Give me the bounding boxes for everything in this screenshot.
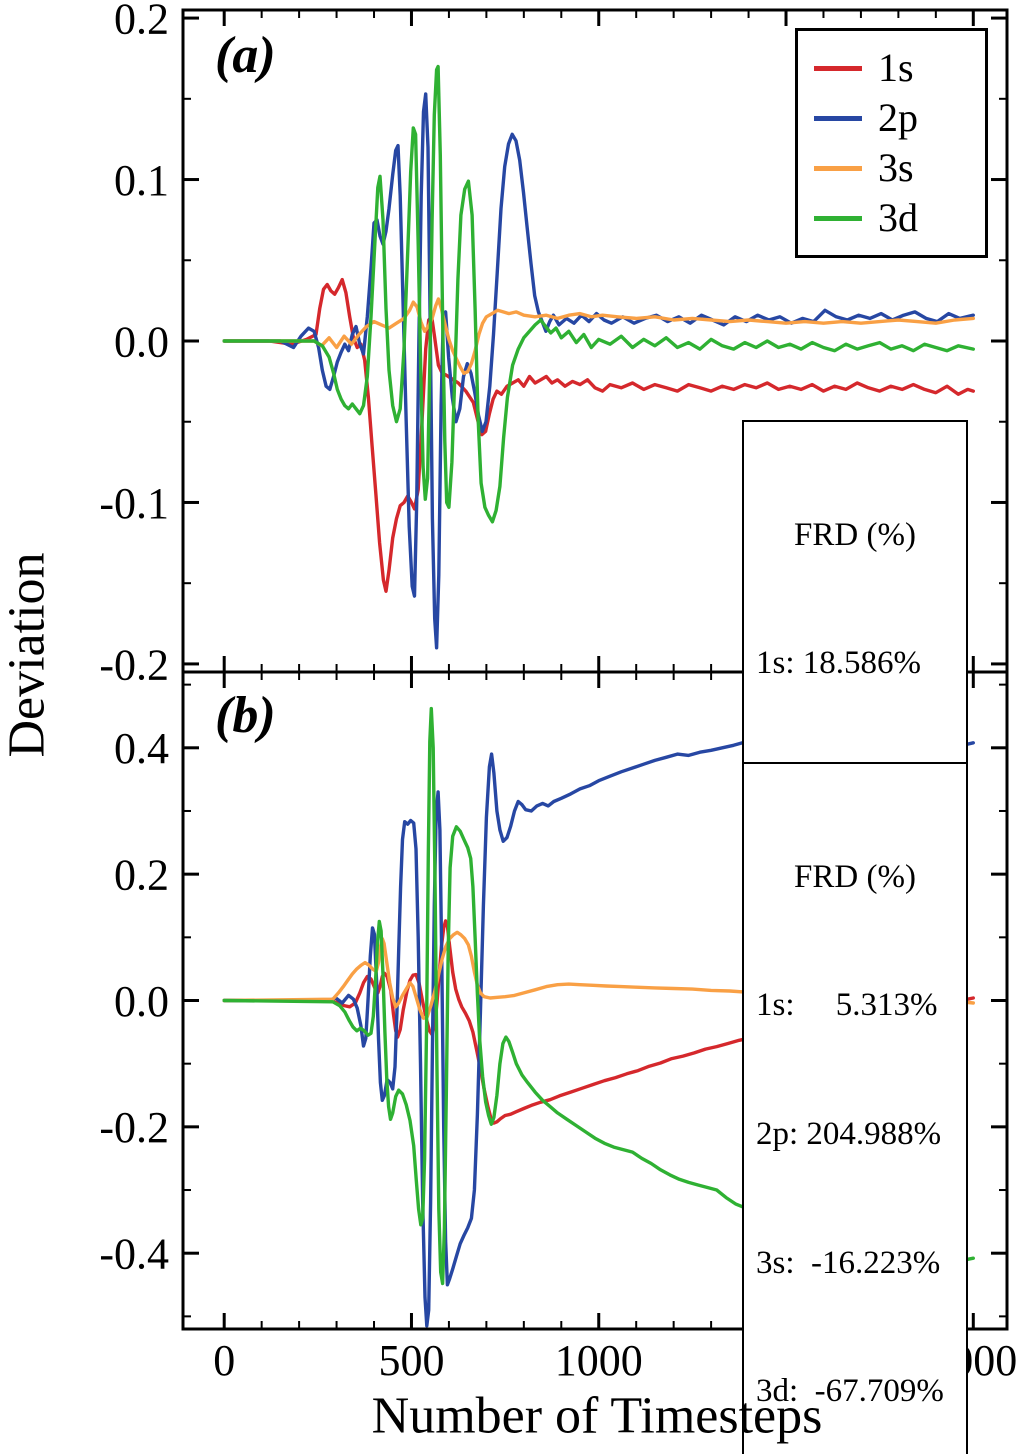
frd-title: FRD (%) (794, 516, 916, 553)
series-3s-panel-b (222, 930, 975, 1020)
legend-item: 1s (814, 43, 985, 93)
legend-line-swatch-1s (814, 65, 862, 71)
legend-label: 2p (878, 95, 918, 140)
panel-a-label: (a) (215, 27, 276, 84)
frd-title: FRD (%) (794, 858, 916, 895)
frd-line: 1s: 5.313% (756, 987, 938, 1024)
legend-item: 2p (814, 93, 985, 143)
y-tick-label: -0.2 (99, 640, 169, 689)
legend-label: 1s (878, 45, 914, 90)
y-tick-label: 0.0 (114, 977, 169, 1026)
legend-label: 3s (878, 145, 914, 190)
x-tick-label: 1000 (555, 1336, 643, 1385)
legend-line-swatch-2p (814, 115, 862, 121)
series-3d-panel-a (222, 64, 975, 524)
legend-item: 3s (814, 143, 985, 193)
y-tick-label: -0.2 (99, 1103, 169, 1152)
x-tick-label: 0 (213, 1336, 235, 1385)
x-tick-label: 500 (378, 1336, 444, 1385)
frd-line: 3d: -67.709% (756, 1373, 944, 1410)
legend-line-swatch-3s (814, 165, 862, 171)
frd-line: 1s: 18.586% (756, 645, 921, 682)
frd-annotation-box-b: FRD (%) 1s: 5.313% 2p: 204.988% 3s: -16.… (742, 762, 968, 1454)
legend: 1s 2p 3s 3d (795, 28, 988, 258)
y-tick-label: -0.1 (99, 479, 169, 528)
y-tick-label: 0.2 (114, 0, 169, 43)
series-3s-panel-a (222, 297, 975, 375)
y-tick-label: 0.1 (114, 156, 169, 205)
x-axis-title: Number of Timesteps (371, 1387, 823, 1445)
series-1s-panel-a (222, 277, 975, 593)
legend-label: 3d (878, 195, 918, 240)
y-tick-label: 0.4 (114, 724, 169, 773)
legend-line-swatch-3d (814, 215, 862, 221)
y-tick-label: 0.2 (114, 851, 169, 900)
legend-item: 3d (814, 193, 985, 243)
frd-line: 3s: -16.223% (756, 1244, 941, 1281)
y-tick-label: -0.4 (99, 1230, 169, 1279)
y-tick-label: 0.0 (114, 317, 169, 366)
panel-b-label: (b) (215, 687, 276, 744)
y-axis-title: Deviation (0, 552, 56, 758)
frd-line: 2p: 204.988% (756, 1116, 942, 1153)
